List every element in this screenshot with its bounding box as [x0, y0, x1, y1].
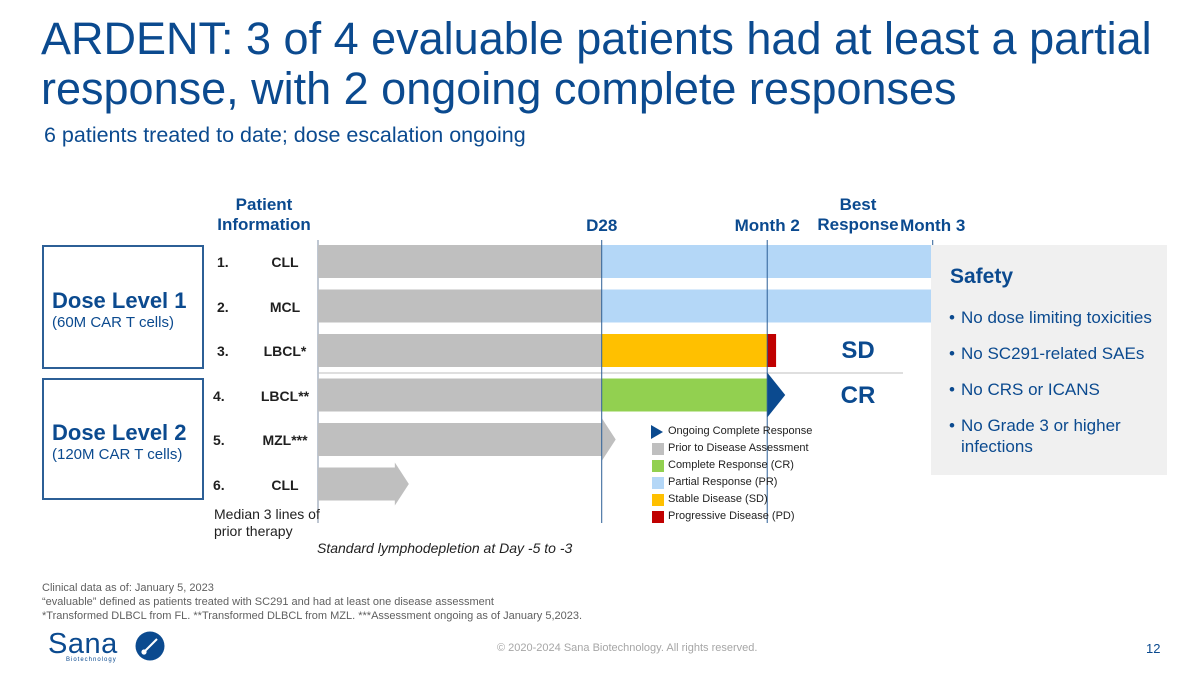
patient-diagnosis: MCL — [269, 298, 301, 315]
lymphodepletion-note: Standard lymphodepletion at Day -5 to -3 — [317, 540, 573, 556]
copyright: © 2020-2024 Sana Biotechnology. All righ… — [497, 642, 758, 654]
page-subtitle: 6 patients treated to date; dose escalat… — [44, 123, 526, 147]
ongoing-response-arrow — [767, 372, 786, 418]
footnote-1: Clinical data as of: January 5, 2023 — [42, 582, 214, 594]
patient-diagnosis: LBCL* — [263, 343, 307, 359]
patient-number: 3. — [217, 343, 229, 359]
legend-label: Progressive Disease (PD) — [668, 510, 795, 522]
legend-label: Complete Response (CR) — [668, 459, 794, 471]
bar-segment-prior — [318, 289, 602, 323]
median-note: Median 3 lines of prior therapy — [214, 506, 320, 539]
patient-diagnosis: MZL*** — [262, 432, 308, 448]
legend-swatch-cr — [652, 460, 664, 472]
legend-swatch-pr — [652, 477, 664, 489]
bar-segment-sd — [601, 334, 768, 367]
legend-label: Partial Response (PR) — [668, 476, 778, 488]
logo-wordmark: Sana — [48, 628, 118, 660]
legend-label: Prior to Disease Assessment — [668, 442, 809, 454]
dose-level-1-sub: (60M CAR T cells) — [52, 314, 174, 331]
page-title: ARDENT: 3 of 4 evaluable patients had at… — [41, 13, 1152, 114]
bar-segment-pd — [767, 334, 777, 367]
bar-segment-prior-arrow — [318, 418, 616, 461]
patient-number: 2. — [217, 298, 229, 315]
patient-diagnosis: LBCL** — [260, 387, 310, 404]
bar-segment-prior — [318, 334, 602, 367]
safety-item: • No SC291-related SAEs — [949, 344, 1145, 363]
bar-segment-prior — [318, 245, 602, 278]
bar-segment-prior-arrow — [318, 462, 409, 506]
patient-number: 6. — [213, 476, 225, 493]
logo-circle-icon — [135, 631, 165, 661]
legend-swatch-ongoing — [651, 425, 663, 439]
legend-label: Ongoing Complete Response — [668, 425, 813, 437]
legend-swatch-sd — [652, 494, 664, 506]
page-number: 12 — [1146, 641, 1161, 656]
safety-item: • No dose limiting toxicities — [949, 308, 1152, 327]
dose-level-1-box: Dose Level 1 (60M CAR T cells) — [42, 245, 204, 369]
patient-info-header: Patient Information — [217, 195, 311, 234]
legend-label: Stable Disease (SD) — [668, 493, 768, 505]
safety-panel: Safety • No dose limiting toxicities • No … — [931, 245, 1167, 475]
footnote-3: *Transformed DLBCL from FL. **Transforme… — [42, 610, 583, 622]
best-response-value: SD — [841, 337, 875, 364]
dose-level-2-box: Dose Level 2 (120M CAR T cells) — [42, 378, 204, 500]
logo-tagline: Biotechnology — [66, 657, 117, 663]
timeline-marker-label: D28 — [586, 216, 617, 235]
dose-level-2-name: Dose Level 2 — [52, 420, 187, 445]
best-response-header: Best Response — [817, 195, 899, 234]
legend-swatch-prior — [652, 443, 664, 455]
legend-swatch-pd — [652, 511, 664, 523]
safety-item: • No CRS or ICANS — [949, 380, 1100, 399]
timeline-marker-label: Month 3 — [900, 216, 965, 235]
dose-level-1-name: Dose Level 1 — [52, 288, 187, 313]
patient-diagnosis: CLL — [271, 476, 299, 493]
bar-segment-prior — [318, 378, 602, 412]
timeline-marker-label: Month 2 — [735, 216, 800, 235]
legend-arrow-shape — [651, 425, 663, 439]
footnote-2: “evaluable” defined as patients treated … — [42, 596, 494, 608]
best-response-value: CR — [840, 381, 876, 409]
patient-number: 4. — [213, 387, 225, 404]
sana-logo: Sana Biotechnology — [48, 628, 173, 668]
patient-number: 1. — [217, 254, 229, 270]
patient-number: 5. — [213, 432, 225, 448]
safety-title: Safety — [950, 265, 1014, 288]
patient-diagnosis: CLL — [271, 254, 299, 270]
bar-segment-cr — [601, 378, 768, 412]
dose-level-2-sub: (120M CAR T cells) — [52, 446, 183, 463]
safety-item: • No Grade 3 or higher infections — [949, 416, 1121, 456]
